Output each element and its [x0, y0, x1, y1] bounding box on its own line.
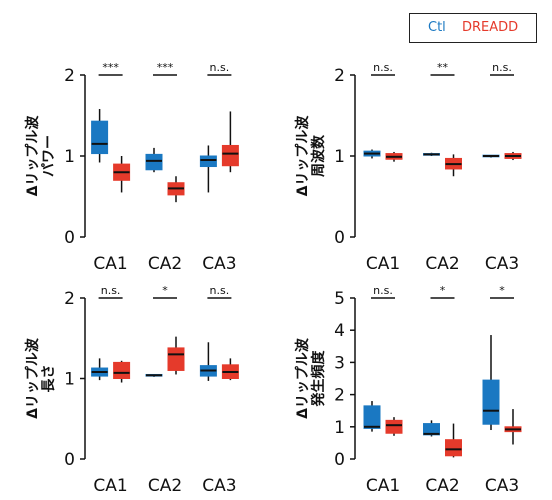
- significance-label: n.s.: [492, 61, 512, 74]
- y-tick-label: 2: [64, 66, 75, 86]
- x-tick-label: CA2: [425, 476, 459, 496]
- x-tick-label: CA1: [93, 254, 127, 274]
- y-tick-label: 0: [64, 450, 75, 470]
- legend-dreadd-label: DREADD: [462, 20, 519, 35]
- y-tick-label: 1: [334, 147, 345, 167]
- y-axis-label-line: 周波数: [310, 134, 327, 177]
- y-axis-label-line: パワー: [41, 135, 57, 177]
- chart-panel-4: 0 1 2 3 4 5 Δリップル波発生頻度 CA1 n.s. CA2 * CA3 *: [294, 284, 522, 496]
- y-tick-label: 0: [64, 228, 75, 248]
- significance-label: ***: [102, 61, 119, 74]
- x-tick-label: CA1: [93, 476, 127, 496]
- y-tick-label: 1: [64, 370, 75, 390]
- y-tick-label: 3: [334, 353, 345, 373]
- y-axis-label-line: Δリップル波: [24, 337, 41, 419]
- chart-panel-3: 0 1 2 Δリップル波長さ CA1 n.s. CA2 * CA3 n.s.: [24, 284, 239, 496]
- y-tick-label: 2: [334, 386, 345, 406]
- x-tick-label: CA2: [148, 254, 182, 274]
- dreadd-box: [113, 361, 131, 379]
- x-tick-label: CA1: [366, 476, 400, 496]
- y-axis-label: Δリップル波パワー: [24, 115, 57, 197]
- dreadd-box: [221, 144, 239, 167]
- x-tick-label: CA3: [202, 254, 236, 274]
- significance-label: n.s.: [373, 61, 393, 74]
- y-axis-label-line: Δリップル波: [24, 115, 41, 197]
- ctl-box: [363, 405, 381, 429]
- y-tick-label: 2: [64, 289, 75, 309]
- y-tick-label: 4: [334, 321, 345, 341]
- x-tick-label: CA2: [148, 476, 182, 496]
- ctl-box: [199, 155, 217, 168]
- significance-label: n.s.: [210, 61, 230, 74]
- y-axis-label: Δリップル波長さ: [24, 337, 57, 419]
- significance-label: **: [437, 61, 449, 74]
- y-axis-label-line: Δリップル波: [294, 337, 311, 419]
- y-axis-label-line: 長さ: [41, 365, 57, 393]
- significance-label: n.s.: [373, 284, 393, 297]
- y-axis-label: Δリップル波発生頻度: [294, 337, 327, 419]
- y-tick-label: 2: [334, 66, 345, 86]
- significance-label: *: [162, 284, 168, 297]
- legend-ctl-label: Ctl: [428, 20, 446, 35]
- y-tick-label: 0: [334, 228, 345, 248]
- y-tick-label: 0: [334, 450, 345, 470]
- x-tick-label: CA3: [485, 476, 519, 496]
- y-tick-label: 1: [334, 418, 345, 438]
- y-tick-label: 1: [64, 147, 75, 167]
- chart-panel-2: 0 1 2 Δリップル波周波数 CA1 n.s. CA2 ** CA3 n.s.: [294, 61, 522, 274]
- significance-label: *: [440, 284, 446, 297]
- y-tick-label: 5: [334, 289, 345, 309]
- significance-label: n.s.: [101, 284, 121, 297]
- chart-panel-1: 0 1 2 Δリップル波パワー CA1 *** CA2 *** CA3 n.s.: [24, 61, 239, 274]
- significance-label: n.s.: [210, 284, 230, 297]
- dreadd-box: [445, 439, 462, 457]
- y-axis-label-line: 発生頻度: [310, 350, 327, 408]
- y-axis-label-line: Δリップル波: [294, 115, 311, 197]
- significance-label: ***: [157, 61, 174, 74]
- ctl-box: [145, 153, 163, 171]
- legend: Ctl DREADD: [409, 13, 537, 43]
- x-tick-label: CA3: [485, 254, 519, 274]
- ctl-box: [91, 120, 109, 155]
- x-tick-label: CA1: [366, 254, 400, 274]
- dreadd-box: [167, 347, 185, 371]
- x-tick-label: CA2: [425, 254, 459, 274]
- significance-label: *: [499, 284, 505, 297]
- y-axis-label: Δリップル波周波数: [294, 115, 327, 197]
- ctl-box: [482, 379, 500, 425]
- dreadd-box: [385, 419, 403, 434]
- x-tick-label: CA3: [202, 476, 236, 496]
